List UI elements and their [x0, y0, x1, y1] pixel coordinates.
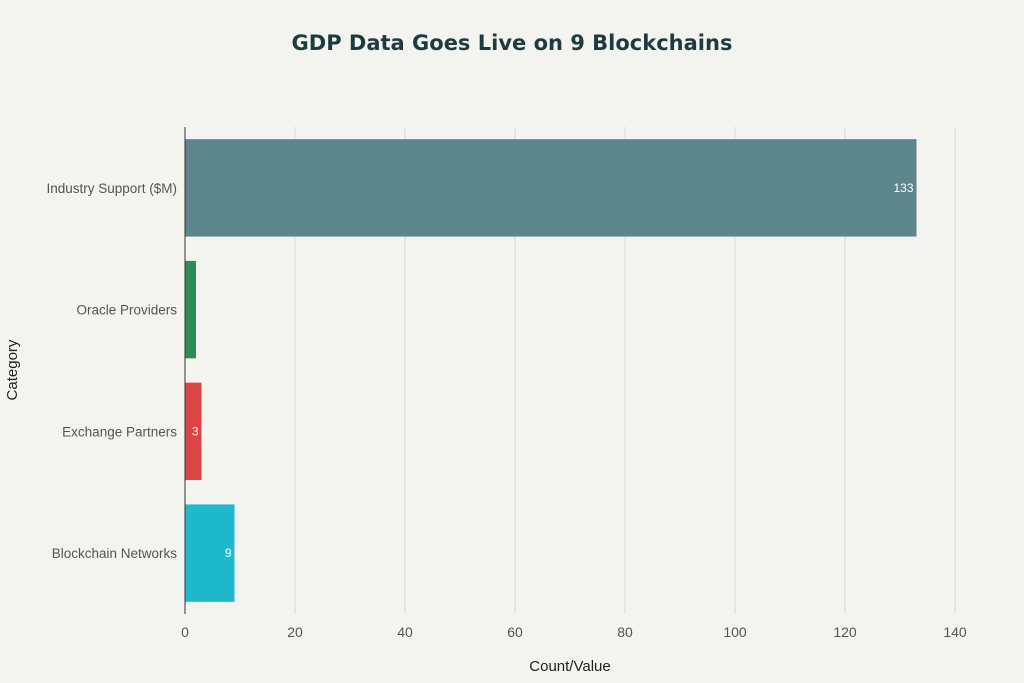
data-label: 9	[225, 546, 232, 560]
axes: 0 20 40 60 80 100 120 140 Industry Support ($M) O…	[46, 127, 967, 640]
y-category-label: Oracle Providers	[76, 303, 177, 318]
bar	[185, 139, 917, 237]
y-category-label: Industry Support ($M)	[46, 181, 177, 196]
bar	[185, 504, 235, 602]
x-axis-title: Count/Value	[529, 658, 610, 675]
y-category-label: Blockchain Networks	[52, 546, 178, 561]
x-tick-label: 140	[943, 624, 967, 640]
x-tick-label: 60	[507, 624, 523, 640]
chart-title: GDP Data Goes Live on 9 Blockchains	[292, 31, 733, 55]
data-label: 133	[893, 181, 913, 195]
x-tick-label: 0	[181, 624, 189, 640]
bar	[185, 382, 202, 481]
x-tick-label: 100	[723, 624, 747, 640]
x-tick-label: 20	[287, 624, 303, 640]
bar	[185, 260, 196, 359]
bars: 133 3 9	[185, 139, 917, 602]
y-category-label: Exchange Partners	[62, 424, 177, 439]
y-axis-title: Category	[4, 339, 21, 400]
x-tick-label: 80	[617, 624, 633, 640]
x-tick-label: 120	[833, 624, 857, 640]
x-tick-label: 40	[397, 624, 413, 640]
data-label: 3	[192, 424, 199, 438]
